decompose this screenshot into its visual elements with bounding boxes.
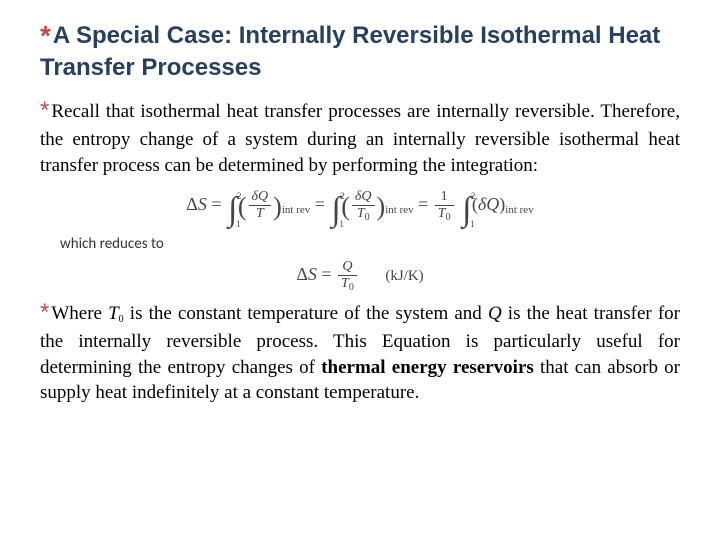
slide-heading: *A Special Case: Internally Reversible I… (40, 18, 680, 83)
asterisk-bullet: * (40, 299, 49, 326)
paragraph-1: *Recall that isothermal heat transfer pr… (40, 95, 680, 179)
equation-1: ΔS = ∫21 (δQT)int rev = ∫21 (δQT0)int re… (186, 189, 533, 229)
heading-text: A Special Case: Internally Reversible Is… (40, 22, 660, 81)
para1-text: Recall that isothermal heat transfer pro… (40, 101, 680, 176)
equation-2-block: ΔS = QT0 (kJ/K) (40, 259, 680, 293)
reduces-label: which reduces to (60, 235, 680, 253)
asterisk-bullet: * (40, 97, 49, 124)
equation-2: ΔS = QT0 (kJ/K) (296, 259, 423, 293)
equation-1-block: ΔS = ∫21 (δQT)int rev = ∫21 (δQT0)int re… (40, 189, 680, 229)
slide-content: *A Special Case: Internally Reversible I… (0, 0, 720, 436)
paragraph-2: *Where T0 is the constant temperature of… (40, 297, 680, 406)
asterisk-bullet: * (40, 20, 51, 51)
equation-2-unit: (kJ/K) (385, 268, 423, 284)
